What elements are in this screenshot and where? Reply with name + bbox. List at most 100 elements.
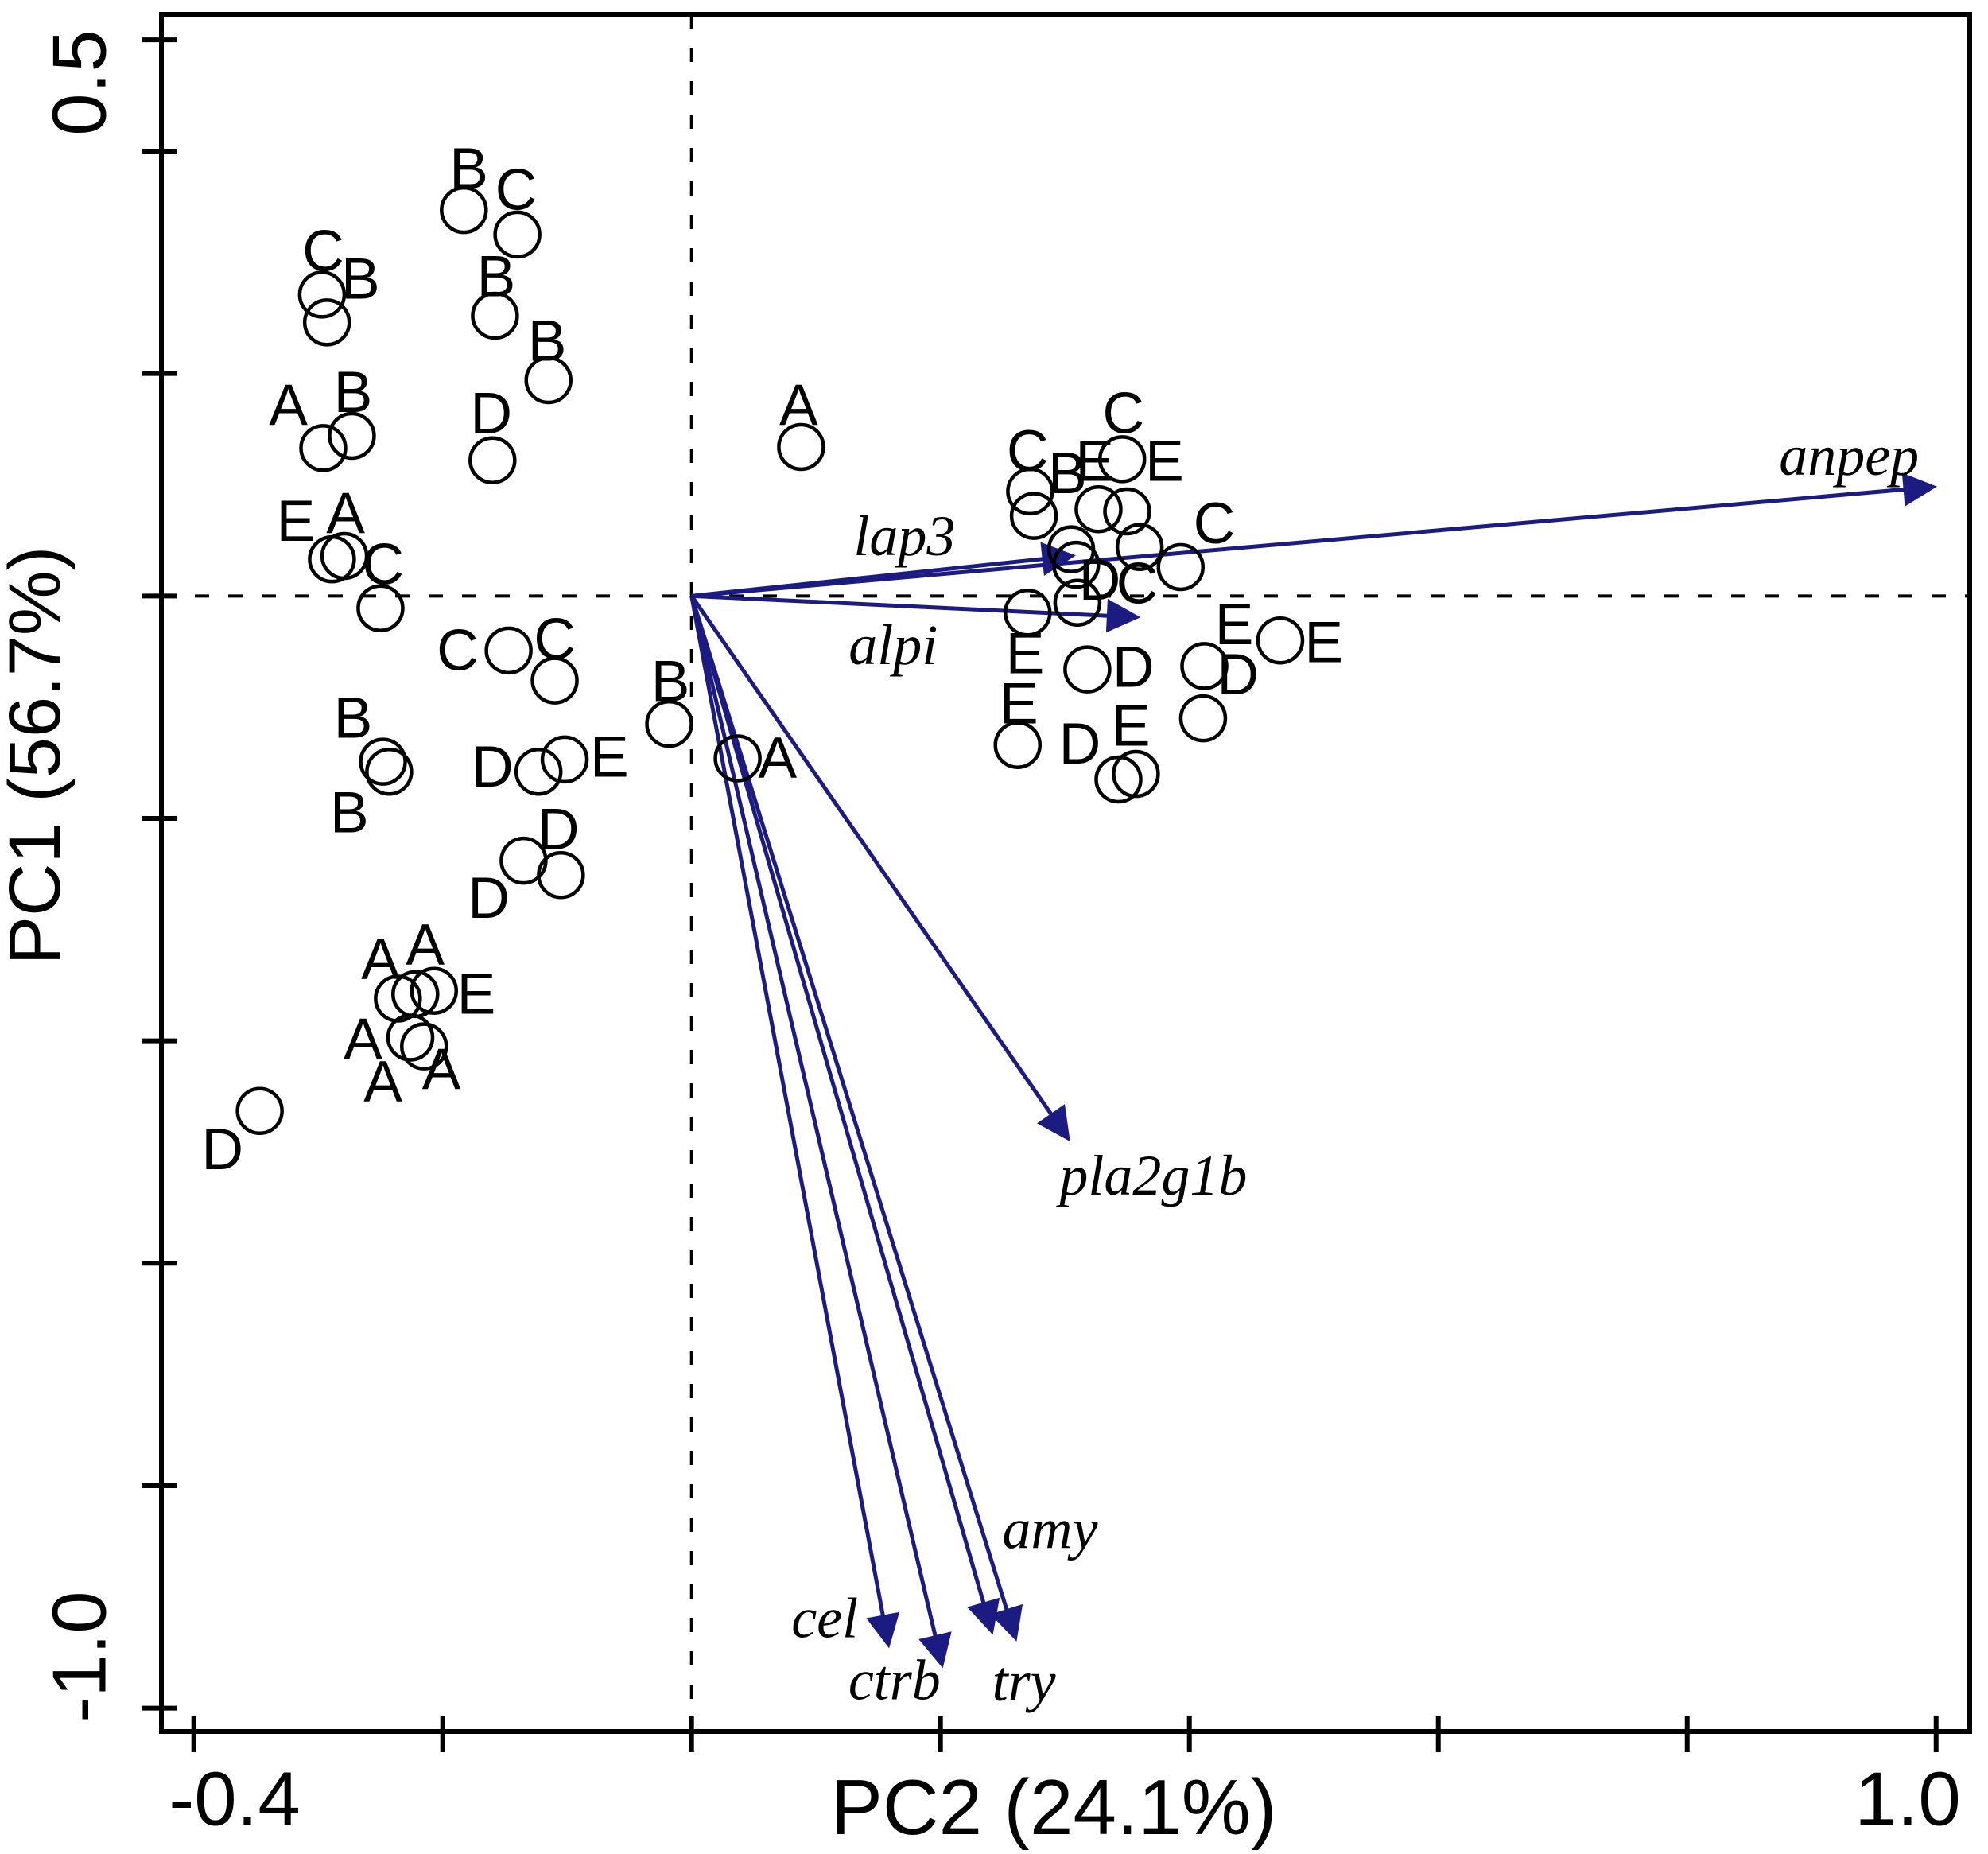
point-label-B: B xyxy=(651,649,690,713)
loading-label-pla2g1b: pla2g1b xyxy=(1055,1144,1247,1207)
loading-arrow-pla2g1b xyxy=(689,594,1070,1142)
x-axis-title: PC2 (24.1%) xyxy=(830,1763,1276,1850)
data-point xyxy=(1097,435,1147,484)
loading-arrow-lap3 xyxy=(691,542,1076,598)
data-point xyxy=(328,411,376,461)
point-label-A: A xyxy=(269,374,308,438)
data-points xyxy=(235,185,1305,1135)
loading-label-try: try xyxy=(992,1650,1056,1713)
origin-crosshair xyxy=(161,14,1970,1732)
point-label-A: A xyxy=(779,374,818,438)
data-point xyxy=(1094,755,1143,804)
point-label-C: C xyxy=(495,157,538,222)
point-label-C: C xyxy=(362,533,404,597)
data-point xyxy=(399,1022,448,1071)
data-point xyxy=(386,1013,435,1062)
data-point xyxy=(356,584,405,632)
data-point xyxy=(484,626,533,675)
point-label-D: D xyxy=(1059,712,1101,776)
loading-label-anpep: anpep xyxy=(1779,424,1919,488)
loading-label-cel: cel xyxy=(791,1586,858,1650)
data-point xyxy=(1052,540,1101,589)
axis-ticks xyxy=(142,37,1939,1752)
data-point xyxy=(1009,492,1058,540)
data-point xyxy=(1074,485,1123,534)
data-point xyxy=(493,210,542,259)
data-point xyxy=(297,270,347,319)
point-label-B: B xyxy=(1048,441,1087,506)
data-point xyxy=(514,748,563,796)
data-point xyxy=(440,185,488,235)
loading-arrow-alpi xyxy=(691,593,1141,633)
loading-label-lap3: lap3 xyxy=(853,504,955,568)
data-point xyxy=(537,851,585,900)
y-tick-label: -1.0 xyxy=(37,1591,122,1722)
data-point xyxy=(1180,642,1229,690)
point-label-C: C xyxy=(1194,492,1236,556)
y-tick-label: 0.5 xyxy=(37,29,122,135)
point-label-A: A xyxy=(363,1050,402,1114)
point-label-B: B xyxy=(449,137,488,201)
data-point xyxy=(410,966,458,1015)
data-point xyxy=(524,356,573,405)
point-label-E: E xyxy=(590,725,629,790)
point-label-B: B xyxy=(334,360,373,425)
point-label-A: A xyxy=(406,913,445,978)
data-point xyxy=(235,1086,284,1135)
point-label-B: B xyxy=(341,247,380,311)
data-point xyxy=(1112,749,1160,799)
data-point xyxy=(359,737,407,786)
point-label-B: B xyxy=(334,686,373,751)
point-label-A: A xyxy=(326,481,365,546)
loading-arrow-anpep xyxy=(691,472,1937,598)
data-point xyxy=(713,734,762,783)
point-label-C: C xyxy=(437,618,479,682)
loading-arrow-cel xyxy=(689,595,900,1649)
point-label-C: C xyxy=(1007,419,1049,484)
y-axis-title: PC1 (56.7%) xyxy=(0,546,76,966)
point-label-D: D xyxy=(201,1117,243,1182)
plot-border xyxy=(159,12,1972,1734)
loading-arrow-amy xyxy=(689,595,1000,1635)
data-point xyxy=(365,748,414,796)
point-label-E: E xyxy=(1000,671,1039,736)
point-label-C: C xyxy=(302,219,344,283)
point-label-D: D xyxy=(538,797,580,861)
data-point xyxy=(1006,467,1054,516)
point-label-D: D xyxy=(1079,548,1121,612)
data-point xyxy=(540,735,589,784)
loading-label-alpi: alpi xyxy=(848,613,938,677)
point-label-C: C xyxy=(534,607,576,671)
point-label-E: E xyxy=(1304,611,1343,675)
data-point xyxy=(1115,523,1164,572)
point-label-C: C xyxy=(1116,551,1159,616)
point-label-D: D xyxy=(470,381,512,445)
point-label-B: B xyxy=(477,245,516,309)
data-point xyxy=(320,531,369,581)
x-tick-label: 1.0 xyxy=(1854,1757,1960,1842)
data-point xyxy=(777,422,825,472)
data-point xyxy=(299,424,348,472)
data-point xyxy=(1178,694,1228,743)
data-point xyxy=(530,656,579,705)
point-label-A: A xyxy=(344,1008,382,1072)
point-label-E: E xyxy=(457,962,496,1026)
x-tick-label: -0.4 xyxy=(169,1757,300,1842)
point-label-D: D xyxy=(1217,643,1259,707)
data-point xyxy=(645,699,693,748)
loading-label-ctrb: ctrb xyxy=(848,1649,941,1712)
point-label-D: D xyxy=(472,735,514,799)
point-label-E: E xyxy=(1145,429,1184,494)
point-label-E: E xyxy=(277,489,316,554)
loading-label-amy: amy xyxy=(1002,1498,1097,1561)
point-label-E: E xyxy=(1112,694,1151,758)
data-point xyxy=(1004,589,1052,637)
point-label-D: D xyxy=(1112,635,1155,699)
loading-arrow-try xyxy=(689,595,1023,1642)
point-label-E: E xyxy=(1215,593,1254,657)
point-label-B: B xyxy=(528,309,567,374)
